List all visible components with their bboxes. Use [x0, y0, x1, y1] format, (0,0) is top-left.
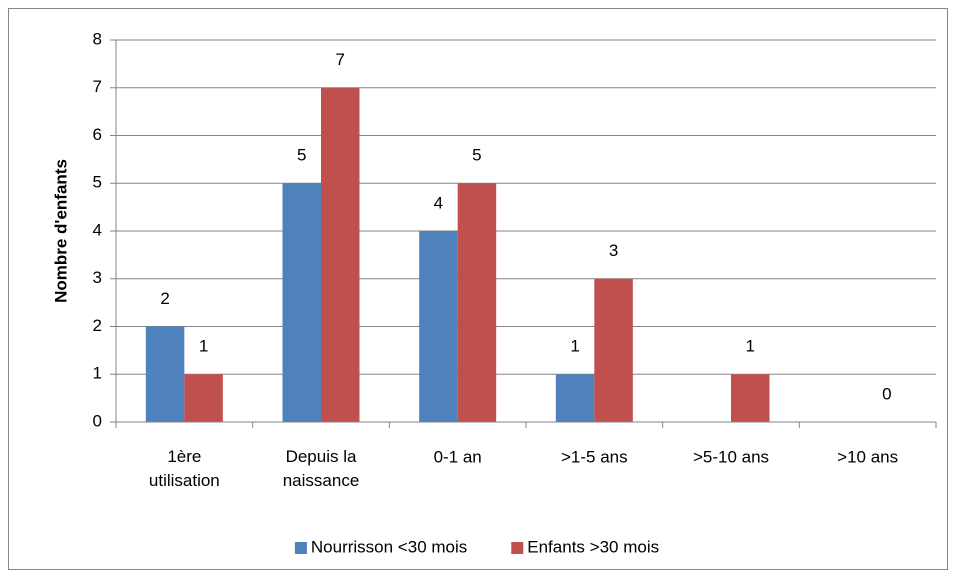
x-tick-label: >5-10 ans	[693, 447, 769, 466]
data-label: 0	[882, 384, 891, 403]
y-tick-label: 3	[93, 268, 102, 287]
y-tick-label: 8	[93, 29, 102, 48]
x-tick-label: 0-1 an	[434, 447, 482, 466]
data-label: 1	[570, 337, 579, 356]
data-label: 1	[746, 337, 755, 356]
x-tick-label: >10 ans	[837, 447, 898, 466]
x-tick-label: Depuis la naissance	[283, 447, 360, 490]
x-tick-label: >1-5 ans	[561, 447, 628, 466]
legend-swatch	[511, 542, 524, 554]
y-tick-label: 2	[93, 316, 102, 335]
data-label: 4	[434, 193, 443, 212]
y-tick-label: 0	[93, 411, 102, 430]
data-label: 3	[609, 241, 618, 260]
y-tick-label: 5	[93, 173, 102, 192]
y-axis-title: Nombre d'enfants	[51, 159, 70, 303]
bar	[731, 374, 770, 422]
legend-label: Enfants >30 mois	[527, 537, 659, 556]
bar	[457, 183, 497, 422]
bar	[419, 231, 458, 422]
y-tick-label: 7	[93, 77, 102, 96]
bar	[184, 374, 223, 422]
y-tick-label: 1	[93, 364, 102, 383]
bar	[145, 326, 185, 422]
data-label: 5	[472, 146, 481, 165]
bar	[555, 374, 595, 422]
bar	[282, 183, 321, 422]
data-label: 5	[297, 146, 306, 165]
y-tick-label: 4	[93, 220, 102, 239]
legend-label: Nourrisson <30 mois	[311, 537, 467, 556]
data-label: 7	[336, 50, 345, 69]
x-tick-label: 1ère utilisation	[149, 447, 220, 490]
data-label: 2	[160, 289, 169, 308]
legend-swatch	[294, 542, 307, 554]
y-tick-label: 6	[93, 125, 102, 144]
bar	[321, 87, 360, 422]
bar	[594, 278, 633, 422]
data-label: 1	[199, 337, 208, 356]
